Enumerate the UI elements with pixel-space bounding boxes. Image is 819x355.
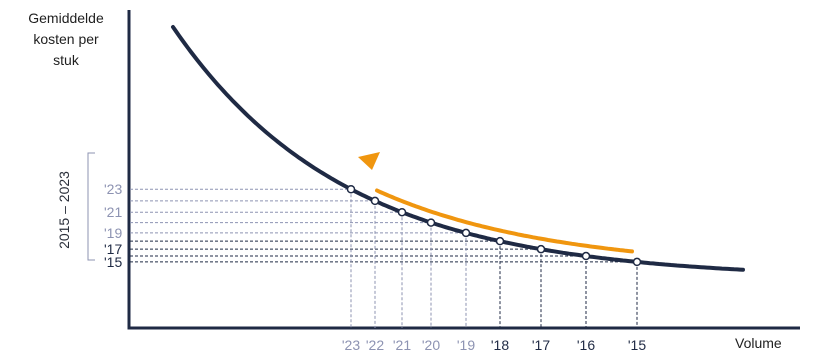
x-tick-label: '19 [457, 337, 475, 353]
x-tick-label: '15 [628, 337, 646, 353]
x-tick-label: '18 [491, 337, 509, 353]
data-point-17 [536, 244, 546, 254]
x-tick-label: '23 [342, 337, 360, 353]
trend-arrowhead [358, 152, 380, 170]
data-point-19 [461, 228, 471, 238]
data-point-21 [397, 207, 407, 217]
y-tick-label: '17 [104, 241, 122, 257]
data-point-20 [426, 218, 436, 227]
trend-arrow-shaft [375, 188, 634, 254]
axes [127, 10, 800, 330]
x-tick-label: '17 [532, 337, 550, 353]
year-bracket [87, 152, 95, 261]
data-point-16 [581, 251, 591, 261]
x-tick-label: '20 [422, 337, 440, 353]
data-point-18 [495, 236, 505, 246]
y-tick-label: '15 [104, 254, 122, 270]
data-point-23 [346, 184, 356, 194]
x-axis-label: Volume [735, 335, 782, 351]
x-tick-label: '16 [577, 337, 595, 353]
cost-curve [171, 25, 745, 272]
data-point-22 [370, 196, 380, 206]
x-tick-label: '22 [366, 337, 384, 353]
data-point-15 [632, 257, 642, 267]
y-tick-label: '19 [104, 225, 122, 241]
x-tick-label: '21 [393, 337, 411, 353]
y-axis-label: Gemiddelde kosten per stuk [28, 10, 104, 68]
y-tick-label: '23 [104, 181, 122, 197]
y-tick-label: '21 [104, 204, 122, 220]
